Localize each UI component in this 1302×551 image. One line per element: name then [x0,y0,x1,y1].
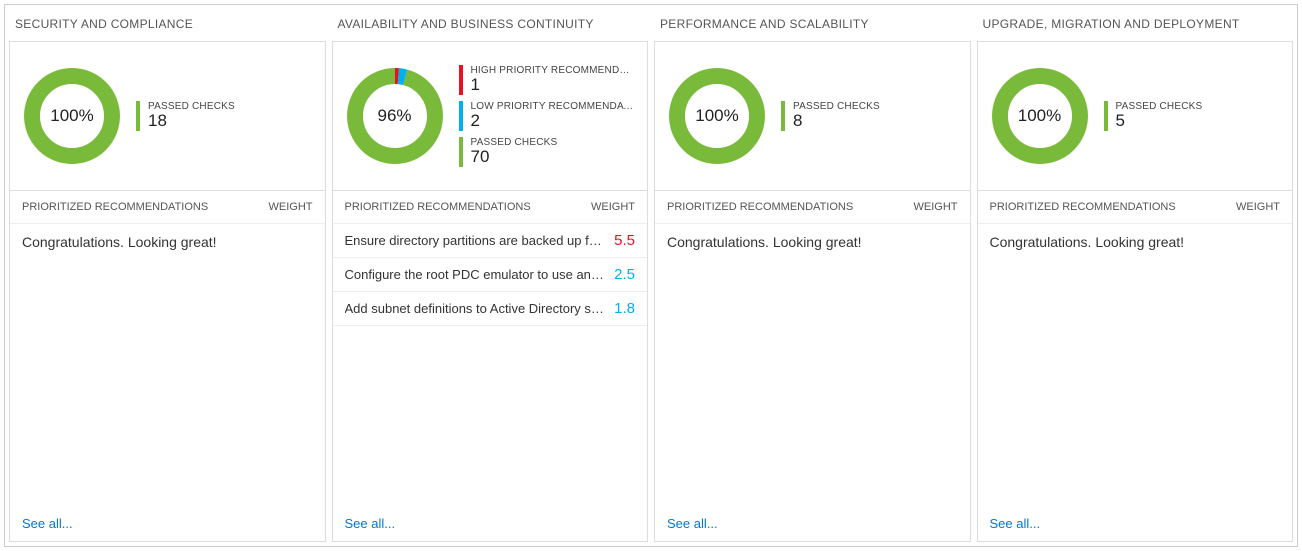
stat-value: 2 [471,112,636,131]
column-title: UPGRADE, MIGRATION AND DEPLOYMENT [977,9,1294,41]
summary-card: 100% PASSED CHECKS8 [654,41,971,191]
stat-bar [459,137,463,167]
weight-label: WEIGHT [914,201,958,213]
stat-label: LOW PRIORITY RECOMMENDATIO... [471,101,636,112]
column: SECURITY AND COMPLIANCE 100% PASSED CHECKS… [9,9,326,542]
recommendations-panel: PRIORITIZED RECOMMENDATIONS WEIGHT Congrat… [977,191,1294,542]
recommendations-title: PRIORITIZED RECOMMENDATIONS [990,201,1176,213]
donut-chart: 100% [990,66,1090,166]
column-title: PERFORMANCE AND SCALABILITY [654,9,971,41]
recommendations-body: Congratulations. Looking great! [655,224,970,506]
stats-list: PASSED CHECKS8 [781,101,958,131]
stats-list: PASSED CHECKS18 [136,101,313,131]
donut-chart: 100% [22,66,122,166]
donut-percent: 100% [990,66,1090,166]
recommendation-row[interactable]: Configure the root PDC emulator to use a… [333,258,648,292]
summary-card: 100% PASSED CHECKS5 [977,41,1294,191]
column-title: SECURITY AND COMPLIANCE [9,9,326,41]
stat-bar [459,65,463,95]
stat-bar [459,101,463,131]
recommendations-message: Congratulations. Looking great! [655,224,970,260]
stat: PASSED CHECKS8 [781,101,958,131]
column: UPGRADE, MIGRATION AND DEPLOYMENT 100% PAS… [977,9,1294,542]
stat-bar [781,101,785,131]
stat-label: PASSED CHECKS [148,101,313,112]
see-all-link[interactable]: See all... [655,506,970,541]
recommendations-body: Congratulations. Looking great! [10,224,325,506]
recommendations-message: Congratulations. Looking great! [978,224,1293,260]
stat-label: PASSED CHECKS [1116,101,1281,112]
stat-text: HIGH PRIORITY RECOMMENDATI...1 [471,65,636,95]
summary-card: 96% HIGH PRIORITY RECOMMENDATI...1 LOW PRI… [332,41,649,191]
stat-text: PASSED CHECKS8 [793,101,958,131]
stat: PASSED CHECKS5 [1104,101,1281,131]
column: AVAILABILITY AND BUSINESS CONTINUITY96%H… [332,9,649,542]
recommendations-title: PRIORITIZED RECOMMENDATIONS [345,201,531,213]
recommendations-header: PRIORITIZED RECOMMENDATIONS WEIGHT [978,191,1293,224]
recommendations-panel: PRIORITIZED RECOMMENDATIONS WEIGHT Congrat… [9,191,326,542]
recommendations-header: PRIORITIZED RECOMMENDATIONS WEIGHT [10,191,325,224]
donut-percent: 96% [345,66,445,166]
stat-text: PASSED CHECKS70 [471,137,636,167]
weight-label: WEIGHT [1236,201,1280,213]
recommendations-message: Congratulations. Looking great! [10,224,325,260]
stat-label: HIGH PRIORITY RECOMMENDATI... [471,65,636,76]
recommendation-weight: 5.5 [614,232,635,249]
see-all-link[interactable]: See all... [333,506,648,541]
stat-value: 1 [471,76,636,95]
recommendations-title: PRIORITIZED RECOMMENDATIONS [22,201,208,213]
stat-bar [136,101,140,131]
stat-text: LOW PRIORITY RECOMMENDATIO...2 [471,101,636,131]
donut-percent: 100% [667,66,767,166]
recommendation-text: Ensure directory partitions are backed u… [345,233,605,248]
recommendations-panel: PRIORITIZED RECOMMENDATIONS WEIGHT Ensure … [332,191,649,542]
stat-bar [1104,101,1108,131]
summary-card: 100% PASSED CHECKS18 [9,41,326,191]
weight-label: WEIGHT [269,201,313,213]
recommendation-text: Configure the root PDC emulator to use a… [345,267,605,282]
dashboard: SECURITY AND COMPLIANCE 100% PASSED CHECKS… [4,4,1298,547]
weight-label: WEIGHT [591,201,635,213]
recommendations-header: PRIORITIZED RECOMMENDATIONS WEIGHT [333,191,648,224]
recommendations-body: Ensure directory partitions are backed u… [333,224,648,506]
see-all-link[interactable]: See all... [10,506,325,541]
recommendations-title: PRIORITIZED RECOMMENDATIONS [667,201,853,213]
stat: PASSED CHECKS18 [136,101,313,131]
stat-text: PASSED CHECKS5 [1116,101,1281,131]
stat-value: 5 [1116,112,1281,131]
stats-list: PASSED CHECKS5 [1104,101,1281,131]
stat-value: 18 [148,112,313,131]
column-title: AVAILABILITY AND BUSINESS CONTINUITY [332,9,649,41]
recommendation-weight: 1.8 [614,300,635,317]
stat: HIGH PRIORITY RECOMMENDATI...1 [459,65,636,95]
stats-list: HIGH PRIORITY RECOMMENDATI...1 LOW PRIORI… [459,65,636,167]
stat: PASSED CHECKS70 [459,137,636,167]
recommendation-row[interactable]: Ensure directory partitions are backed u… [333,224,648,258]
stat-value: 70 [471,148,636,167]
recommendation-weight: 2.5 [614,266,635,283]
donut-percent: 100% [22,66,122,166]
recommendations-panel: PRIORITIZED RECOMMENDATIONS WEIGHT Congrat… [654,191,971,542]
donut-chart: 100% [667,66,767,166]
stat-label: PASSED CHECKS [471,137,636,148]
stat-label: PASSED CHECKS [793,101,958,112]
stat: LOW PRIORITY RECOMMENDATIO...2 [459,101,636,131]
recommendation-text: Add subnet definitions to Active Directo… [345,301,605,316]
recommendation-row[interactable]: Add subnet definitions to Active Directo… [333,292,648,326]
stat-value: 8 [793,112,958,131]
recommendations-body: Congratulations. Looking great! [978,224,1293,506]
stat-text: PASSED CHECKS18 [148,101,313,131]
donut-chart: 96% [345,66,445,166]
see-all-link[interactable]: See all... [978,506,1293,541]
column: PERFORMANCE AND SCALABILITY 100% PASSED CH… [654,9,971,542]
recommendations-header: PRIORITIZED RECOMMENDATIONS WEIGHT [655,191,970,224]
